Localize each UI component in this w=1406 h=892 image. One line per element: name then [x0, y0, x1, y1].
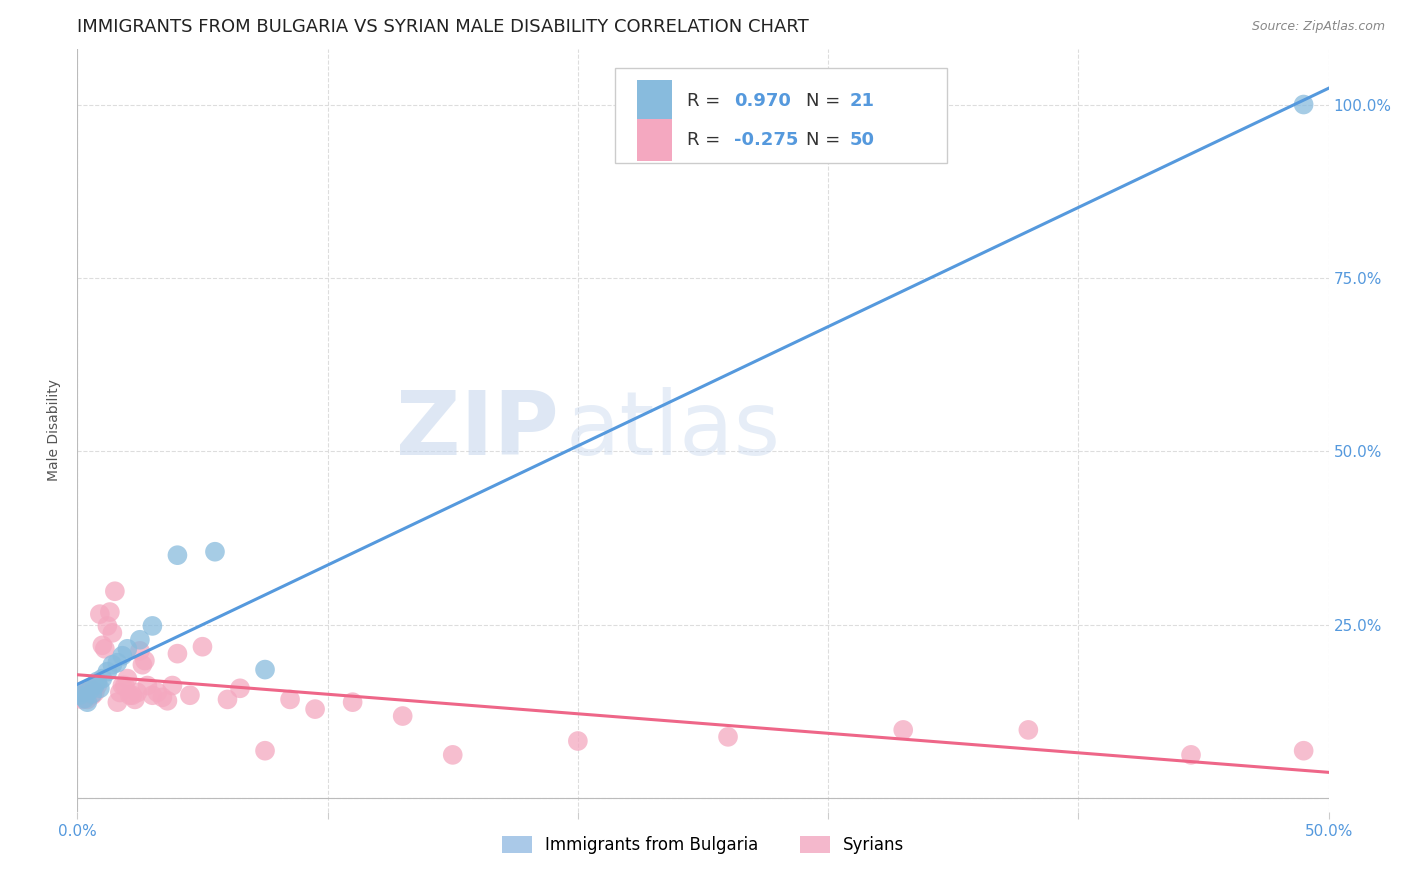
- Point: [129, 632, 152, 647]
- Point: [91, 638, 114, 652]
- Point: [117, 641, 139, 656]
- Text: atlas: atlas: [565, 387, 780, 474]
- Point: [229, 681, 252, 696]
- Point: [567, 734, 589, 748]
- Text: IMMIGRANTS FROM BULGARIA VS SYRIAN MALE DISABILITY CORRELATION CHART: IMMIGRANTS FROM BULGARIA VS SYRIAN MALE …: [77, 19, 808, 37]
- Point: [111, 648, 134, 663]
- Point: [891, 723, 914, 737]
- Point: [117, 672, 139, 686]
- Point: [304, 702, 326, 716]
- Point: [111, 679, 134, 693]
- Point: [101, 657, 124, 672]
- Point: [166, 647, 188, 661]
- Point: [89, 607, 111, 621]
- Point: [96, 665, 118, 679]
- Point: [1292, 744, 1315, 758]
- Y-axis label: Male Disability: Male Disability: [48, 379, 62, 482]
- Point: [101, 625, 124, 640]
- Point: [166, 548, 188, 562]
- Point: [83, 679, 105, 693]
- Point: [118, 688, 141, 702]
- Point: [73, 685, 96, 699]
- Point: [114, 679, 136, 693]
- Text: -0.275: -0.275: [734, 131, 799, 149]
- Text: Source: ZipAtlas.com: Source: ZipAtlas.com: [1251, 20, 1385, 33]
- Point: [121, 688, 143, 702]
- Text: N =: N =: [806, 92, 845, 110]
- Text: 21: 21: [849, 92, 875, 110]
- Point: [76, 692, 98, 706]
- Point: [86, 679, 108, 693]
- Point: [253, 663, 276, 677]
- Point: [1017, 723, 1039, 737]
- Point: [141, 688, 163, 702]
- FancyBboxPatch shape: [616, 68, 948, 163]
- Point: [146, 685, 169, 699]
- Point: [191, 640, 214, 654]
- Point: [391, 709, 413, 723]
- Point: [86, 674, 108, 689]
- Point: [162, 679, 184, 693]
- Point: [76, 695, 98, 709]
- Text: N =: N =: [806, 131, 845, 149]
- Point: [129, 644, 152, 658]
- Point: [134, 654, 156, 668]
- Point: [204, 545, 226, 559]
- Point: [89, 681, 111, 696]
- Point: [441, 747, 464, 762]
- Point: [342, 695, 364, 709]
- FancyBboxPatch shape: [637, 120, 672, 161]
- Point: [104, 584, 127, 599]
- Point: [69, 688, 91, 702]
- Point: [108, 685, 131, 699]
- Point: [131, 657, 153, 672]
- Point: [69, 688, 91, 702]
- Point: [72, 685, 94, 699]
- Point: [82, 688, 104, 702]
- Point: [105, 656, 128, 670]
- Point: [156, 694, 179, 708]
- FancyBboxPatch shape: [637, 80, 672, 122]
- Point: [98, 605, 121, 619]
- Point: [179, 688, 201, 702]
- Text: 50: 50: [849, 131, 875, 149]
- Point: [152, 690, 174, 705]
- Point: [73, 691, 96, 706]
- Point: [136, 679, 159, 693]
- Point: [91, 672, 114, 686]
- Text: 0.970: 0.970: [734, 92, 792, 110]
- Point: [124, 692, 146, 706]
- Point: [1180, 747, 1202, 762]
- Point: [79, 683, 101, 698]
- Point: [105, 695, 128, 709]
- Point: [717, 730, 740, 744]
- Point: [94, 641, 117, 656]
- Point: [217, 692, 239, 706]
- Legend: Immigrants from Bulgaria, Syrians: Immigrants from Bulgaria, Syrians: [495, 829, 911, 861]
- Point: [141, 619, 163, 633]
- Point: [278, 692, 301, 706]
- Text: R =: R =: [686, 92, 725, 110]
- Point: [82, 687, 104, 701]
- Point: [127, 685, 149, 699]
- Point: [72, 692, 94, 706]
- Point: [83, 685, 105, 699]
- Point: [1292, 97, 1315, 112]
- Text: R =: R =: [686, 131, 725, 149]
- Point: [253, 744, 276, 758]
- Text: ZIP: ZIP: [396, 387, 560, 474]
- Point: [96, 619, 118, 633]
- Point: [79, 681, 101, 696]
